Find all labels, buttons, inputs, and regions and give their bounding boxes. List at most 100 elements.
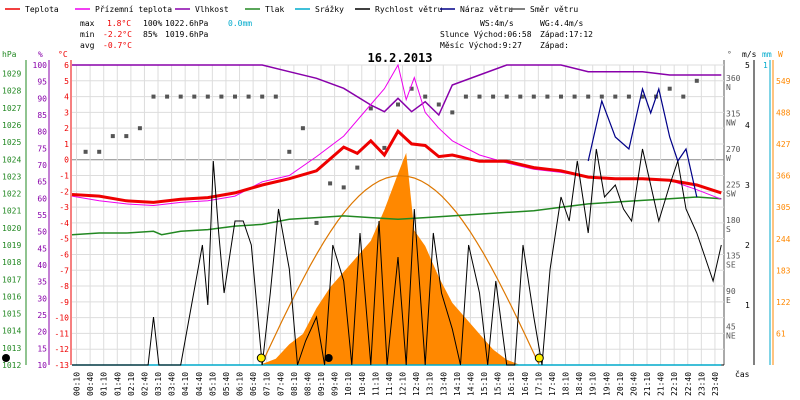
dir-tick-name: E (726, 296, 731, 305)
time-tick-label: 06:10 (236, 372, 245, 396)
wind-direction-point (287, 149, 292, 154)
hpa-tick-label: 1014 (2, 327, 21, 336)
legend-temp: Teplota (25, 5, 59, 14)
w-tick-label: 549 (776, 77, 791, 86)
time-tick-label: 06:40 (249, 372, 258, 396)
time-tick-label: 23:40 (711, 372, 720, 396)
sunset-marker (534, 353, 544, 363)
hpa-tick-label: 1024 (2, 155, 21, 164)
time-tick-label: 18:40 (575, 372, 584, 396)
hpa-tick-label: 1028 (2, 87, 21, 96)
sun-curve (260, 175, 540, 366)
time-tick-label: 18:10 (562, 372, 571, 396)
w-tick-label: 427 (776, 140, 791, 149)
wind-direction-point (667, 86, 672, 91)
stats-avg-temp: -0.7°C (103, 41, 132, 50)
time-tick-label: 01:10 (100, 372, 109, 396)
time-tick-label: 12:10 (399, 372, 408, 396)
time-tick-label: 03:40 (168, 372, 177, 396)
wind-direction-point (178, 94, 183, 99)
sunrise-text: Slunce Východ:06:58 (440, 30, 532, 39)
hpa-tick-label: 1013 (2, 344, 21, 353)
hpa-tick-label: 1019 (2, 241, 21, 250)
temp-tick-label: -8 (59, 282, 69, 291)
time-tick-label: 20:10 (616, 372, 625, 396)
time-tick-label: 11:40 (385, 372, 394, 396)
stats-max-hum: 100% (143, 19, 162, 28)
info-block: WS:4m/s WG:4.4m/s Slunce Východ:06:58 Zá… (440, 19, 593, 50)
time-tick-label: 02:40 (140, 372, 149, 396)
time-tick-label: 22:10 (670, 372, 679, 396)
temp-tick-label: 4 (64, 93, 69, 102)
wind-direction-point (233, 94, 237, 99)
time-tick-label: 16:40 (521, 372, 530, 396)
pct-tick-label: 80 (37, 128, 47, 137)
pct-tick-label: 25 (37, 311, 47, 320)
wind-direction-point (205, 94, 210, 99)
temp-tick-label: -10 (55, 314, 70, 323)
wind-direction-point (165, 94, 170, 99)
w-unit: W (778, 50, 783, 59)
time-tick-label: 07:10 (263, 372, 272, 396)
hpa-tick-label: 1029 (2, 70, 21, 79)
pct-tick-label: 100 (33, 61, 48, 70)
hpa-unit: hPa (2, 50, 17, 59)
time-tick-label: 20:40 (629, 372, 638, 396)
time-tick-label: 10:10 (344, 372, 353, 396)
stats-max-temp: 1.8°C (107, 19, 131, 28)
temp-tick-label: -6 (59, 250, 69, 259)
wind-direction-point (559, 94, 563, 99)
stats-min-hum: 85% (143, 30, 158, 39)
time-tick-label: 09:40 (331, 372, 340, 396)
time-tick-label: 21:10 (643, 372, 652, 396)
wind-direction-point (613, 94, 618, 99)
wind-direction-point (694, 78, 699, 83)
pct-tick-label: 60 (37, 194, 47, 203)
time-tick-label: 05:10 (208, 372, 217, 396)
dir-tick-deg: 225 (726, 180, 741, 189)
chart-title: 16.2.2013 (367, 51, 432, 65)
wind-direction-point (368, 106, 373, 111)
wind-direction-point (477, 94, 482, 99)
wind-direction-point (219, 94, 224, 99)
wind-direction-point (246, 94, 251, 99)
dir-tick-name: NW (726, 118, 736, 127)
time-tick-label: 17:40 (548, 372, 557, 396)
wind-direction-point (436, 102, 441, 107)
pct-tick-label: 40 (37, 261, 47, 270)
temp-tick-label: 5 (64, 77, 69, 86)
dir-tick-name: SE (726, 260, 736, 269)
dir-tick-name: S (726, 225, 731, 234)
legend-wind-gust: Náraz větru (460, 5, 513, 14)
w-tick-label: 488 (776, 109, 791, 118)
wind-direction-point (409, 86, 414, 91)
stats-min-press: 1019.6hPa (165, 30, 209, 39)
hpa-tick-label: 1026 (2, 121, 21, 130)
temp-tick-label: -1 (59, 172, 69, 181)
time-tick-label: 14:10 (453, 372, 462, 396)
time-tick-label: 08:40 (303, 372, 312, 396)
w-tick-label: 244 (776, 235, 791, 244)
wind-direction-point (273, 94, 278, 99)
w-tick-label: 61 (776, 329, 786, 338)
wind-direction-point (450, 110, 455, 115)
time-tick-label: 04:40 (195, 372, 204, 396)
ms-tick-label: 3 (745, 181, 750, 190)
wind-direction-point (586, 94, 591, 99)
hpa-tick-label: 1016 (2, 292, 21, 301)
pct-tick-label: 55 (37, 211, 47, 220)
time-tick-label: 14:40 (466, 372, 475, 396)
pct-tick-label: 30 (37, 294, 47, 303)
hpa-tick-label: 1020 (2, 224, 21, 233)
time-tick-label: 01:40 (113, 372, 122, 396)
stats-min-label: min (80, 30, 95, 39)
pct-tick-label: 15 (37, 344, 47, 353)
time-tick-label: 15:40 (494, 372, 503, 396)
pressure-line (71, 196, 722, 236)
wind-speed-line (72, 148, 722, 366)
wind-direction-point (110, 134, 115, 139)
temp-tick-label: -5 (59, 235, 69, 244)
ms-tick-label: 2 (745, 241, 750, 250)
plot-area (2, 63, 722, 366)
wind-direction-point (681, 94, 686, 99)
